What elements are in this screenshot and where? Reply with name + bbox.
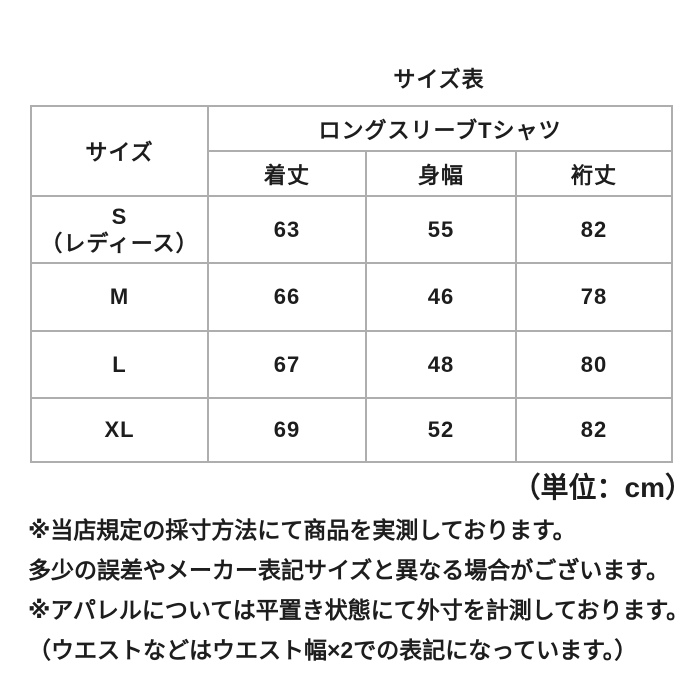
note-line-3: ※アパレルについては平置き状態にて外寸を計測しております。	[28, 597, 690, 623]
value-s-sleeve-length: 82	[514, 195, 674, 264]
value-m-body-length: 66	[207, 262, 367, 332]
group-header-cell: ロングスリーブTシャツ	[206, 105, 674, 152]
value-s-body-length: 63	[207, 195, 367, 264]
col-header-body-width: 身幅	[365, 150, 517, 197]
size-label-s: S （レディース）	[30, 195, 209, 264]
table-header-row-group: サイズ ロングスリーブTシャツ	[30, 105, 674, 197]
value-l-body-length: 67	[207, 330, 367, 399]
size-label-xl: XL	[30, 397, 209, 463]
table-row-size-m: M 66 46 78	[30, 262, 674, 332]
table-row-size-xl: XL 69 52 82	[30, 397, 674, 463]
page-title: サイズ表	[393, 67, 485, 92]
corner-header-cell: サイズ	[30, 105, 209, 197]
value-l-body-width: 48	[365, 330, 517, 399]
value-s-body-width: 55	[365, 195, 517, 264]
value-xl-body-length: 69	[207, 397, 367, 463]
value-m-sleeve-length: 78	[514, 262, 674, 332]
value-m-body-width: 46	[365, 262, 517, 332]
note-line-1: ※当店規定の採寸方法にて商品を実測しております。	[28, 517, 576, 543]
note-line-2: 多少の誤差やメーカー表記サイズと異なる場合がございます。	[28, 557, 670, 583]
size-table: サイズ ロングスリーブTシャツ 着丈 身幅 裄丈 S （レディース） 63 55…	[30, 105, 674, 463]
size-label-l: L	[30, 330, 209, 399]
col-header-sleeve-length: 裄丈	[514, 150, 674, 197]
value-l-sleeve-length: 80	[514, 330, 674, 399]
size-label-m: M	[30, 262, 209, 332]
unit-note: （単位：cm）	[512, 472, 693, 503]
note-line-4: （ウエストなどはウエスト幅×2での表記になっています。）	[28, 637, 638, 663]
value-xl-sleeve-length: 82	[514, 397, 674, 463]
value-xl-body-width: 52	[365, 397, 517, 463]
table-row-size-l: L 67 48 80	[30, 330, 674, 399]
col-header-body-length: 着丈	[207, 150, 367, 197]
table-header-row-columns: 着丈 身幅 裄丈	[31, 150, 674, 197]
measurement-notes: ※当店規定の採寸方法にて商品を実測しております。 多少の誤差やメーカー表記サイズ…	[28, 510, 698, 670]
table-row-size-s: S （レディース） 63 55 82	[30, 195, 674, 264]
